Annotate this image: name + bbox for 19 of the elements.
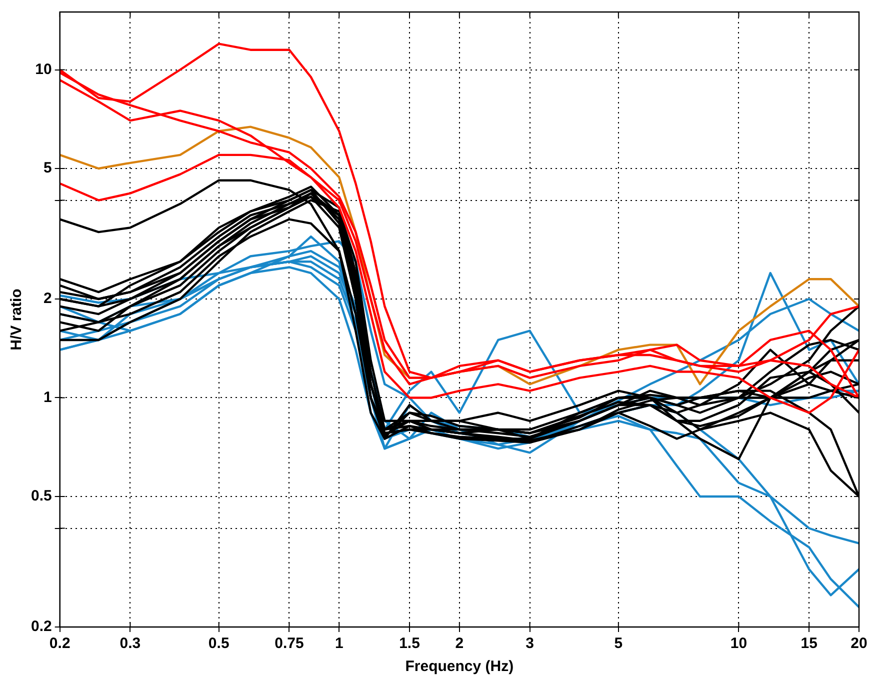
y-tick-label: 5 — [44, 160, 52, 177]
y-axis-title: H/V ratio — [8, 288, 26, 350]
y-tick-label: 0.5 — [30, 488, 52, 505]
x-axis-title: Frequency (Hz) — [405, 658, 514, 676]
x-tick-label: 3 — [526, 635, 534, 652]
y-tick-label: 10 — [35, 60, 52, 78]
y-tick-label: 0.2 — [30, 618, 52, 636]
x-tick-label: 10 — [730, 635, 748, 652]
x-tick-label: 0.3 — [120, 635, 141, 652]
x-tick-label: 1 — [334, 635, 344, 652]
x-tick-label: 20 — [850, 635, 868, 652]
x-tick-label: 2 — [455, 635, 464, 652]
x-tick-label: 0.5 — [208, 635, 230, 652]
x-tick-label: 0.75 — [274, 635, 304, 652]
y-tick-label: 2 — [44, 290, 52, 308]
x-tick-label: 5 — [614, 635, 623, 652]
x-tick-label: 1.5 — [399, 635, 420, 652]
y-tick-label: 1 — [44, 388, 52, 406]
x-tick-label: 15 — [800, 635, 818, 652]
